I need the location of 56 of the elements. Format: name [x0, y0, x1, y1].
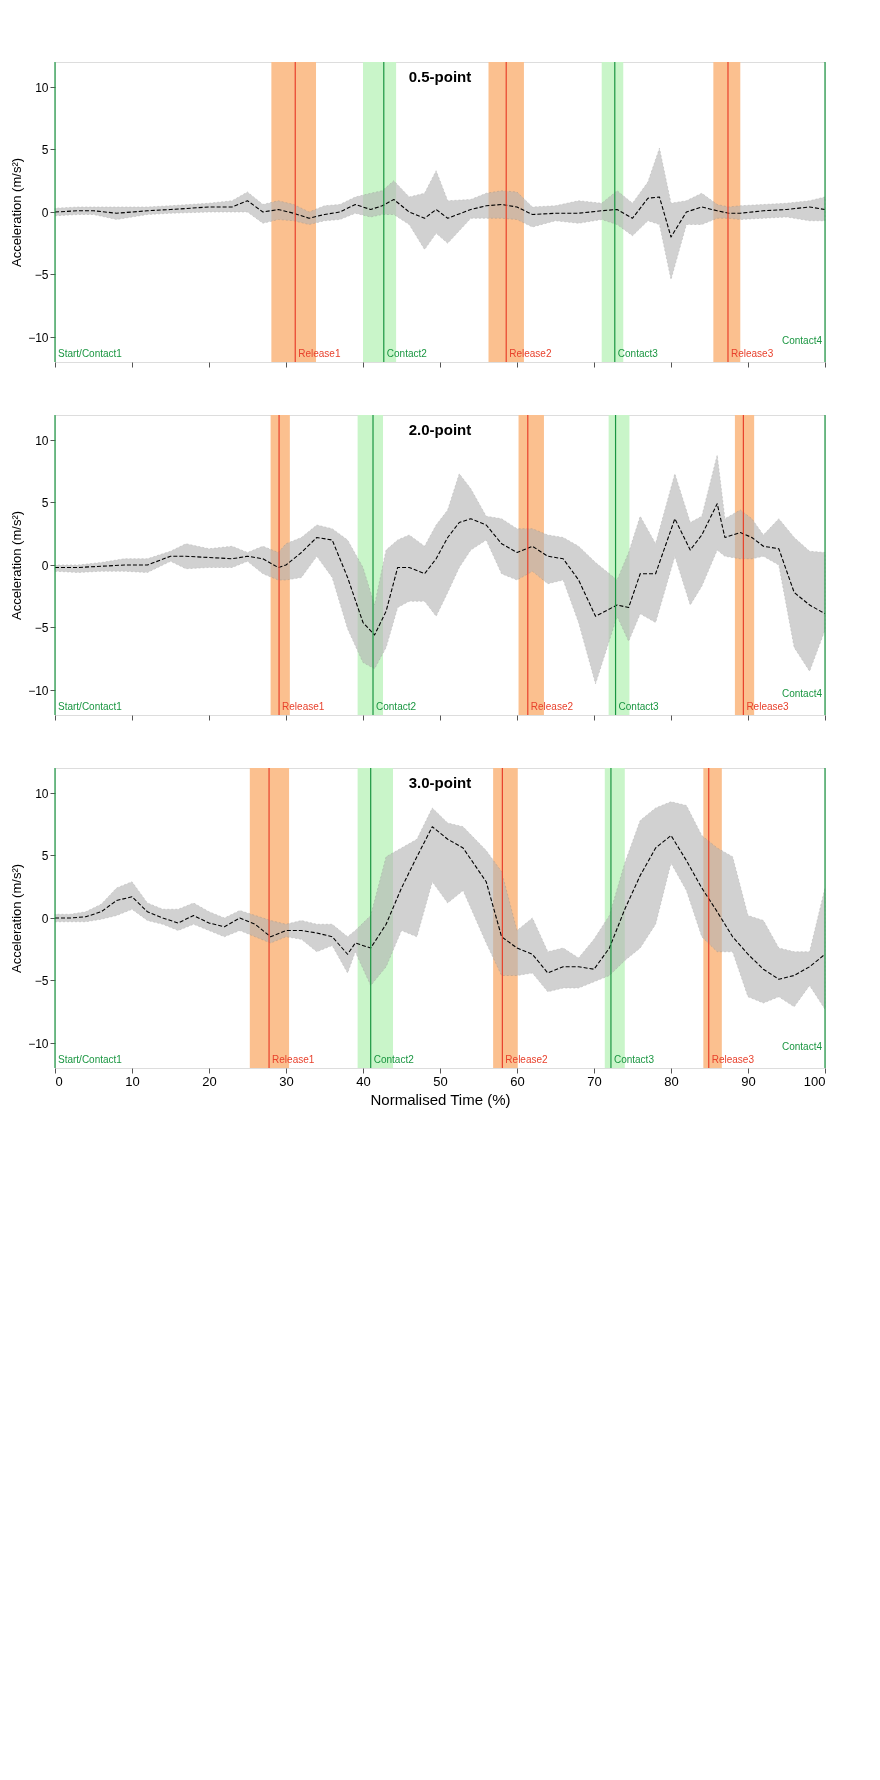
ref-line-label: Contact3 — [618, 701, 660, 712]
ref-line-label: Release2 — [509, 348, 552, 359]
y-tick-label: −5 — [34, 621, 49, 635]
y-tick-label: 5 — [41, 849, 49, 863]
x-tick-label: 90 — [741, 1073, 756, 1089]
x-tick-label: 0 — [55, 1073, 63, 1089]
x-tick-label: 30 — [279, 1073, 294, 1089]
ref-line-label: Contact2 — [386, 348, 428, 359]
ref-line-label: Contact4 — [781, 688, 823, 699]
y-tick-label: 5 — [41, 496, 49, 510]
ref-line-label: Start/Contact1 — [58, 348, 123, 359]
x-axis-title: Normalised Time (%) — [370, 1090, 511, 1108]
chart-title: 2.0-point — [408, 421, 472, 438]
ref-line-label: Release3 — [730, 348, 774, 359]
ref-line-label: Contact4 — [781, 335, 823, 346]
ref-line-label: Release2 — [505, 1054, 549, 1065]
y-axis-title: Acceleration (m/s²) — [9, 510, 25, 621]
ref-line-label: Release1 — [298, 348, 341, 359]
y-tick-label: 0 — [41, 205, 49, 220]
ref-line-label: Start/Contact1 — [58, 701, 123, 712]
ref-line-label: Contact4 — [781, 1041, 823, 1052]
ref-line-label: Start/Contact1 — [58, 1054, 123, 1065]
y-tick-label: 0 — [41, 558, 49, 573]
y-tick-label: −10 — [28, 1036, 49, 1051]
x-tick-label: 20 — [202, 1073, 217, 1089]
ref-line-label: Contact3 — [613, 1054, 655, 1065]
ref-line-label: Release3 — [711, 1054, 755, 1065]
ref-line-label: Release2 — [530, 701, 574, 712]
y-tick-label: 10 — [35, 433, 49, 448]
x-tick-label: 50 — [433, 1073, 448, 1089]
ref-line-label: Contact2 — [376, 701, 417, 712]
x-tick-label: 40 — [356, 1073, 371, 1089]
y-tick-label: 5 — [41, 143, 49, 157]
x-tick-label: 60 — [510, 1073, 525, 1089]
y-tick-label: −5 — [34, 268, 49, 282]
chart-title: 0.5-point — [408, 68, 472, 85]
x-tick-label: 10 — [125, 1073, 140, 1089]
ref-line-label: Contact2 — [373, 1054, 415, 1065]
line-series — [54, 826, 826, 980]
ref-line-label: Release1 — [282, 701, 325, 712]
x-tick-label: 70 — [587, 1073, 602, 1089]
y-axis-title: Acceleration (m/s²) — [9, 863, 25, 974]
ref-line-label: Release3 — [746, 701, 790, 712]
x-tick-label: 80 — [664, 1073, 679, 1089]
y-tick-label: 0 — [41, 911, 49, 926]
ref-line-label: Contact3 — [617, 348, 659, 359]
y-tick-label: 10 — [35, 80, 49, 95]
y-axis-title: Acceleration (m/s²) — [9, 157, 25, 268]
chart-title: 3.0-point — [408, 774, 472, 791]
y-tick-label: −5 — [34, 974, 49, 988]
y-tick-label: −10 — [28, 683, 49, 698]
x-tick-label: 100 — [803, 1073, 826, 1089]
ref-line-label: Release1 — [272, 1054, 315, 1065]
y-tick-label: 10 — [35, 786, 49, 801]
y-tick-label: −10 — [28, 330, 49, 345]
line-series — [54, 196, 826, 238]
